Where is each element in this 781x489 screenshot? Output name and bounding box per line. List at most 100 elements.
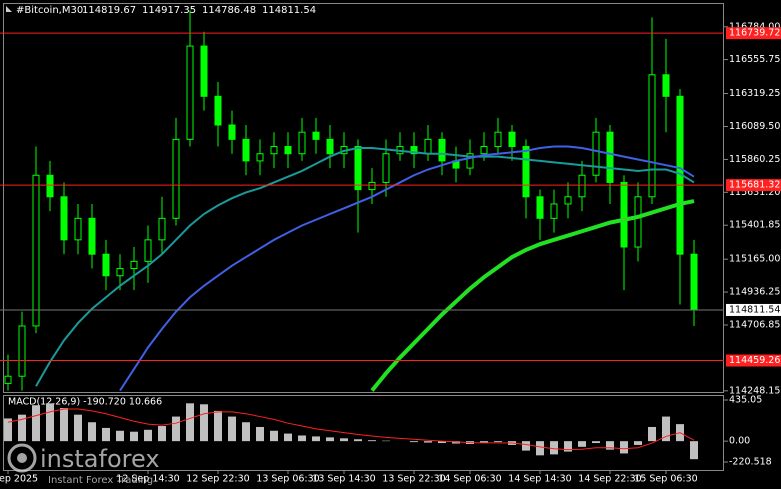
x-tick-label: 13 Sep 14:30 [312,474,375,485]
candle-body [662,74,670,97]
y-tick-label: 116089.50 [729,121,780,132]
candle-body [88,217,96,255]
macd-bar [284,433,292,442]
macd-bar [130,431,138,442]
macd-bar [592,441,600,444]
macd-bar [298,435,306,442]
macd-bar [32,405,40,442]
macd-bar [564,441,572,452]
y-tick-label: 0.00 [729,436,750,447]
candle-body [60,196,68,241]
candle-body [606,131,614,183]
candle-body [522,146,530,198]
x-tick-label: 11 Sep 2025 [0,474,38,485]
macd-bar [116,430,124,442]
candle-body [466,153,474,169]
x-tick-label: 13 Sep 22:30 [382,474,445,485]
moving-average [119,145,695,392]
macd-bar [634,441,642,445]
y-tick-label: 115165.00 [729,254,780,265]
level-label: 116739.72 [729,28,780,39]
candle-body [74,217,82,241]
watermark: instaforex Instant Forex Trading [7,443,160,486]
candle-body [214,95,222,126]
candle-body [494,131,502,148]
macd-bar [494,441,502,443]
header-values: 114819.67 114917.35 114786.48 114811.54 [82,5,316,16]
macd-bar [74,414,82,442]
candle-body [298,131,306,155]
watermark-logo [7,443,37,473]
main-frame [3,3,724,393]
macd-bar [46,403,54,442]
macd-bar [18,414,26,442]
menu-icon[interactable] [6,6,12,12]
watermark-logo [17,453,27,463]
macd-bar [270,430,278,442]
candle-body [410,146,418,155]
candle-body [242,138,250,162]
macd-bar [214,410,222,442]
y-tick-label: 115631.20 [729,187,780,198]
y-tick-label: 114936.25 [729,287,780,298]
x-tick-label: 12 Sep 22:30 [186,474,249,485]
moving-average [35,146,695,387]
candle-body [648,74,656,198]
candle-body [116,268,124,277]
macd-bar [200,404,208,442]
macd-bar [172,416,180,442]
y-tick-label: 116319.25 [729,88,780,99]
candle-body [536,196,544,219]
macd-bar [368,440,376,442]
candle-body [424,138,432,155]
candle-body [270,146,278,155]
candle-body [634,196,642,248]
candle-body [368,181,376,191]
macd-bar [480,441,488,444]
candle-body [172,138,180,219]
level-label: 114459.26 [729,355,780,366]
candle-body [4,375,12,384]
macd-bar [620,441,628,454]
macd-frame [3,395,724,471]
x-tick-label: 14 Sep 22:30 [578,474,641,485]
macd-bar [88,422,96,442]
header-value: 114786.48 [202,5,256,16]
candle-body [228,124,236,140]
candle-body [158,217,166,241]
macd-title: MACD(12,26,9) -190.720 10.666 [8,397,162,408]
candle-body [32,174,40,327]
y-tick-label: 115401.85 [729,220,780,231]
macd-bar [522,441,530,451]
candle-body [18,325,26,377]
y-tick-label: 114706.85 [729,319,780,330]
current-price-label: 114811.54 [729,304,780,315]
candle-body [130,260,138,270]
macd-bar [424,441,432,443]
candle-body [186,45,194,140]
header-symbol: #Bitcoin,M30 [16,5,83,16]
macd-bar [312,436,320,442]
candle-body [438,138,446,162]
macd-bar [606,441,614,450]
x-tick-label: 12 Sep 14:30 [116,474,179,485]
macd-bar [158,426,166,442]
candle-body [312,131,320,140]
header-value: 114811.54 [262,5,316,16]
macd-bar [340,438,348,442]
level-label-box [726,179,781,192]
y-tick-label: 114248.15 [729,385,780,396]
macd-bar [326,437,334,442]
y-tick-label: 116555.75 [729,54,780,65]
macd-signal [7,408,695,451]
header-value: 114917.35 [142,5,196,16]
candle-body [620,181,628,248]
header-value: 114819.67 [82,5,136,16]
x-tick-label: 14 Sep 14:30 [508,474,571,485]
candle-body [144,239,152,262]
x-tick-label: 15 Sep 06:30 [634,474,697,485]
macd-bar [228,416,236,442]
macd-bar [648,426,656,442]
